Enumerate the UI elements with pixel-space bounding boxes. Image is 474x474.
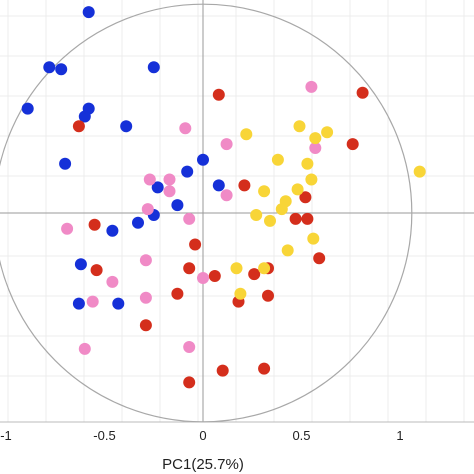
data-point (240, 128, 253, 141)
data-point (106, 224, 119, 237)
data-point (309, 142, 322, 154)
data-point (208, 270, 221, 282)
data-point (299, 191, 312, 204)
data-point (72, 120, 85, 133)
data-point (197, 272, 209, 284)
data-point (78, 110, 91, 123)
data-point (220, 138, 233, 151)
data-point (143, 173, 156, 186)
data-point (301, 157, 314, 170)
data-point (139, 254, 152, 267)
data-point (132, 216, 144, 229)
data-point (72, 297, 85, 310)
data-point (120, 120, 133, 133)
data-point (289, 212, 302, 225)
data-point (74, 258, 87, 271)
data-point (163, 173, 176, 186)
data-point (220, 189, 233, 202)
data-point (250, 209, 263, 221)
data-point (212, 179, 225, 192)
data-point (139, 319, 152, 332)
data-point (181, 165, 194, 178)
zero-axes (0, 0, 474, 423)
data-point (21, 102, 34, 115)
data-point (234, 287, 247, 300)
data-point (216, 364, 229, 377)
data-point (230, 262, 243, 275)
data-point (413, 165, 426, 178)
x-tick-label: -0.5 (93, 428, 115, 443)
data-point (43, 61, 56, 74)
data-point (82, 6, 95, 19)
unit-circle (0, 3, 413, 423)
data-point (356, 86, 369, 99)
data-point (305, 80, 318, 93)
data-point (147, 61, 160, 74)
data-point (86, 295, 99, 308)
x-tick-labels: -1 -0.5 0 0.5 1 (0, 428, 403, 443)
data-point (212, 88, 225, 101)
data-point (275, 203, 288, 216)
x-tick-label: 0.5 (292, 428, 310, 443)
data-point (293, 120, 306, 133)
data-point (141, 203, 154, 216)
data-point (313, 252, 326, 265)
data-point (78, 342, 91, 355)
data-point (183, 262, 196, 275)
x-tick-label: 0 (199, 428, 206, 443)
data-point (307, 232, 320, 245)
data-point (106, 275, 119, 288)
data-point (291, 183, 304, 196)
data-point (238, 179, 251, 192)
x-tick-label: -1 (0, 428, 12, 443)
data-point (55, 63, 68, 76)
data-point (59, 157, 72, 170)
data-point (262, 289, 274, 302)
data-point (271, 153, 284, 166)
data-point (258, 262, 271, 275)
data-point (171, 287, 184, 300)
data-point (61, 222, 74, 235)
data-point (309, 132, 322, 145)
data-point (301, 212, 314, 225)
data-point (197, 153, 209, 166)
data-point (258, 185, 271, 198)
data-point (248, 268, 261, 281)
data-point (139, 291, 152, 304)
x-axis-title: PC1(25.7%) (162, 456, 244, 473)
data-point (189, 238, 202, 251)
data-point (321, 126, 334, 139)
unit-circle-layer (0, 3, 413, 423)
data-point (179, 122, 192, 135)
grid-lines (0, 0, 474, 422)
data-point (151, 181, 164, 194)
data-point (281, 244, 294, 257)
x-tick-label: 1 (396, 428, 403, 443)
data-point (264, 214, 276, 227)
data-point (305, 173, 318, 186)
data-point (183, 376, 196, 389)
data-point (171, 199, 184, 212)
data-point (112, 297, 125, 310)
data-point (346, 138, 359, 151)
data-point (183, 212, 196, 225)
data-point (88, 218, 101, 231)
data-point (183, 341, 196, 353)
data-points (21, 6, 426, 389)
data-point (90, 264, 103, 277)
data-point (163, 185, 176, 198)
data-point (258, 362, 271, 375)
